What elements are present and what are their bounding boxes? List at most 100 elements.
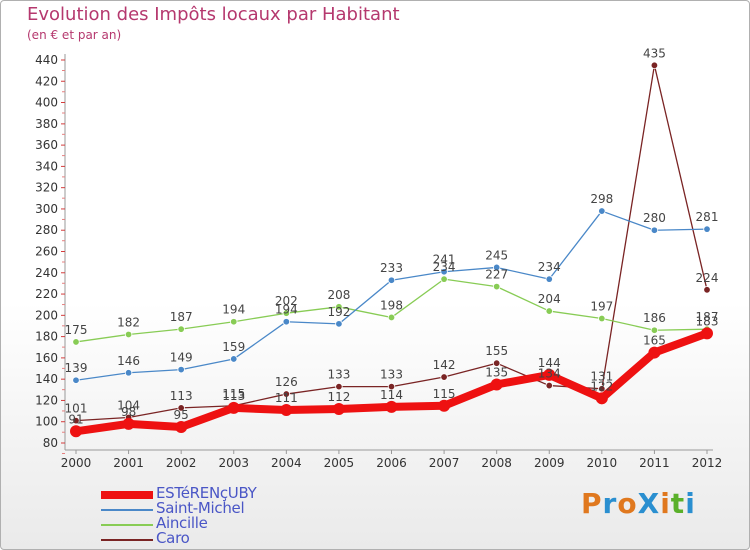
series-point-2: [72, 338, 80, 346]
data-label: 113: [222, 389, 245, 403]
data-label: 280: [643, 211, 666, 225]
data-label: 133: [327, 368, 350, 382]
series-point-3: [703, 286, 711, 294]
series-point-1: [703, 225, 711, 233]
series-point-1: [177, 365, 185, 374]
y-tick-label: 80: [43, 436, 58, 450]
series-point-0: [543, 368, 556, 381]
chart-title: Evolution des Impôts locaux par Habitant: [27, 4, 400, 25]
series-point-2: [598, 314, 606, 323]
series-point-3: [650, 61, 659, 70]
legend-label-aincille: Aincille: [156, 514, 208, 532]
series-point-1: [230, 355, 238, 363]
series-point-3: [545, 381, 553, 390]
y-tick-label: 380: [35, 117, 58, 131]
data-label: 227: [485, 268, 508, 282]
data-label: 155: [485, 344, 508, 358]
y-tick-label: 200: [35, 308, 58, 322]
x-tick-label: 2006: [376, 456, 407, 470]
data-label: 131: [590, 370, 613, 384]
y-tick-label: 280: [35, 223, 58, 237]
y-tick-label: 240: [35, 266, 58, 280]
data-label: 234: [538, 260, 561, 274]
y-tick-label: 400: [35, 96, 58, 110]
series-point-0: [648, 346, 661, 359]
series-point-0: [227, 401, 240, 414]
data-label: 192: [327, 305, 350, 319]
data-label: 113: [170, 389, 193, 403]
y-tick-label: 420: [35, 74, 58, 88]
data-label: 208: [327, 288, 350, 302]
data-label: 197: [590, 300, 613, 314]
y-tick-label: 120: [35, 393, 58, 407]
series-point-1: [124, 369, 133, 377]
data-label: 435: [643, 46, 666, 60]
y-tick-label: 140: [35, 372, 58, 386]
series-point-2: [335, 303, 343, 311]
series-point-2: [492, 282, 501, 291]
series-point-0: [595, 392, 608, 405]
data-label: 175: [65, 323, 88, 337]
series-point-2: [124, 330, 133, 339]
y-tick-label: 160: [35, 351, 58, 365]
data-label: 133: [380, 368, 403, 382]
legend-label-caro: Caro: [156, 529, 190, 547]
x-tick-label: 2001: [113, 456, 144, 470]
y-tick-label: 180: [35, 330, 58, 344]
x-tick-label: 2004: [271, 456, 302, 470]
data-label: 126: [275, 375, 298, 389]
x-tick-label: 2011: [639, 456, 670, 470]
y-tick-label: 260: [35, 245, 58, 259]
proxiti-logo: ProXiti: [581, 487, 696, 520]
data-label: 187: [170, 310, 193, 324]
series-point-0: [175, 421, 188, 434]
data-label: 202: [275, 294, 298, 308]
series-point-1: [598, 207, 606, 215]
x-tick-label: 2000: [61, 456, 92, 470]
series-point-2: [177, 325, 185, 333]
y-tick-label: 300: [35, 202, 58, 216]
series-point-1: [440, 268, 448, 276]
data-label: 104: [117, 398, 140, 412]
series-point-0: [280, 404, 293, 417]
data-label: 115: [222, 387, 245, 401]
series-point-2: [230, 318, 238, 326]
data-label: 194: [275, 303, 298, 317]
series-point-3: [440, 373, 448, 381]
x-tick-label: 2003: [218, 456, 249, 470]
data-label: 149: [170, 351, 193, 365]
data-label: 112: [327, 390, 350, 404]
legend-swatch-caro: [101, 539, 153, 541]
series-point-1: [335, 320, 343, 328]
y-tick-label: 320: [35, 181, 58, 195]
series-point-3: [598, 385, 606, 393]
data-label: 114: [380, 388, 403, 402]
series-point-0: [332, 402, 345, 415]
data-label: 135: [485, 365, 508, 379]
series-point-2: [650, 326, 659, 334]
data-label: 146: [117, 354, 140, 368]
x-tick-label: 2012: [692, 456, 723, 470]
data-label: 142: [433, 358, 456, 372]
legend-swatch-saint-michel: [101, 509, 153, 511]
y-tick-label: 440: [35, 53, 58, 67]
series-point-2: [440, 275, 448, 283]
x-tick-label: 2002: [166, 456, 197, 470]
y-tick-label: 100: [35, 415, 58, 429]
series-point-1: [492, 263, 501, 272]
series-point-1: [282, 318, 291, 326]
series-point-0: [701, 327, 713, 340]
series-point-3: [492, 359, 501, 367]
series-point-3: [387, 382, 396, 391]
data-label: 115: [433, 387, 456, 401]
data-label: 224: [696, 271, 719, 285]
data-label: 165: [643, 334, 666, 348]
data-label: 281: [696, 210, 719, 224]
x-tick-label: 2007: [429, 456, 460, 470]
data-label: 101: [65, 402, 88, 416]
data-label: 98: [121, 405, 136, 419]
series-point-1: [72, 376, 80, 384]
data-label: 233: [380, 261, 403, 275]
